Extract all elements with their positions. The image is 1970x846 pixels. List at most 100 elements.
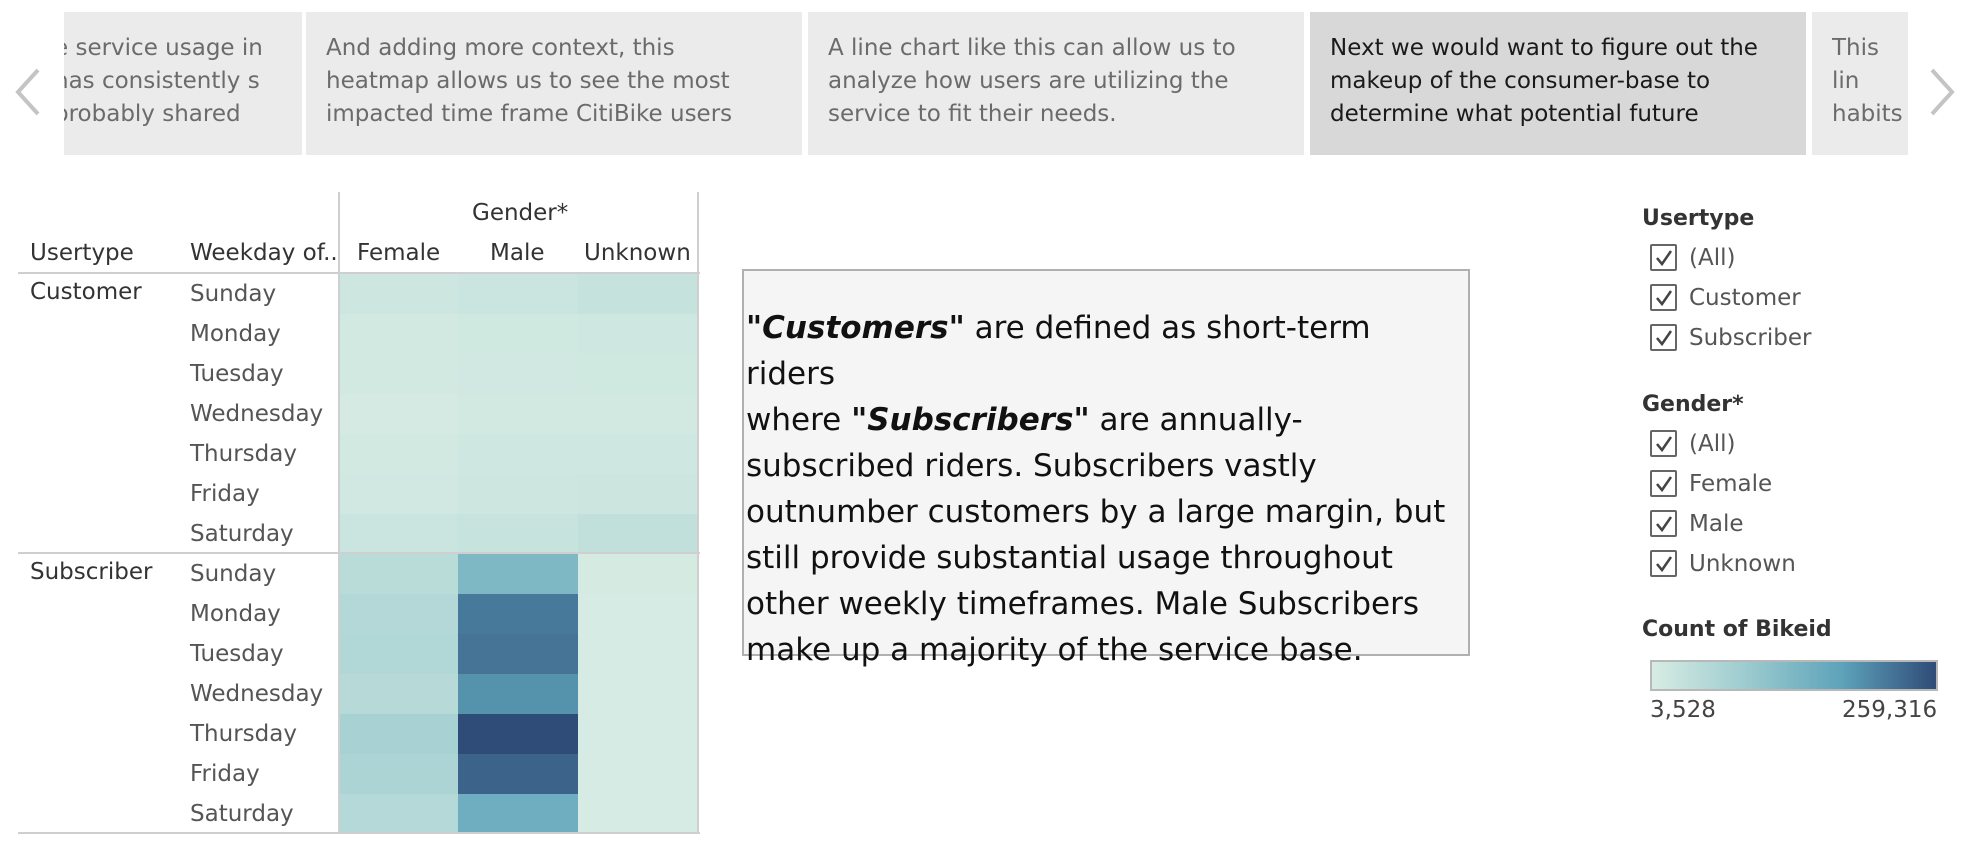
story-point-caption: This lin habits into ho [1832, 35, 1902, 127]
heatmap-cell[interactable] [340, 514, 458, 554]
heatmap-cell[interactable] [340, 794, 458, 834]
usertype-filter-title: Usertype [1642, 206, 1755, 231]
note-line2: are annually-subscribed [746, 402, 1303, 484]
story-point[interactable]: And adding more context, this heatmap al… [306, 12, 802, 155]
heatmap-cell[interactable] [340, 394, 458, 434]
heatmap-cell[interactable] [578, 594, 698, 634]
heatmap-cell[interactable] [340, 674, 458, 714]
weekday-label: Wednesday [190, 401, 324, 427]
weekday-label: Thursday [190, 441, 297, 467]
heatmap-cell[interactable] [340, 274, 458, 314]
next-story-point-button[interactable] [1922, 62, 1962, 122]
story-point[interactable]: A line chart like this can allow us to a… [808, 12, 1304, 155]
filter-option-label: Male [1689, 510, 1744, 537]
color-legend-min: 3,528 [1650, 697, 1716, 723]
heatmap-cell[interactable] [578, 754, 698, 794]
heatmap-cell[interactable] [458, 474, 578, 514]
checkbox-checked-icon[interactable] [1650, 510, 1677, 537]
note-line2-prefix: where [746, 402, 852, 438]
chevron-left-icon [15, 68, 40, 116]
heatmap-cell[interactable] [578, 674, 698, 714]
weekday-label: Tuesday [190, 641, 284, 667]
filter-option-label: (All) [1689, 430, 1736, 457]
heatmap-cell[interactable] [578, 314, 698, 354]
story-point[interactable]: e service usage in has consistently s pr… [64, 12, 302, 155]
story-point-caption: A line chart like this can allow us to a… [828, 35, 1236, 127]
weekday-label: Friday [190, 761, 260, 787]
note-body: riders. Subscribers vastly outnumber cus… [746, 448, 1446, 668]
heatmap-cell[interactable] [458, 794, 578, 834]
gender-filter-option[interactable]: (All) [1650, 430, 1735, 457]
heatmap-cell[interactable] [340, 314, 458, 354]
heatmap-cell[interactable] [578, 634, 698, 674]
table-gridline [18, 832, 700, 834]
checkbox-checked-icon[interactable] [1650, 324, 1677, 351]
heatmap-cell[interactable] [340, 634, 458, 674]
weekday-label: Tuesday [190, 361, 284, 387]
gender-filter-option[interactable]: Female [1650, 470, 1772, 497]
filter-option-label: Customer [1689, 284, 1801, 311]
color-legend-gradient [1650, 660, 1938, 691]
checkbox-checked-icon[interactable] [1650, 284, 1677, 311]
usertype-filter-option[interactable]: Customer [1650, 284, 1801, 311]
heatmap-cell[interactable] [578, 554, 698, 594]
heatmap-cell[interactable] [340, 434, 458, 474]
usertype-filter-option[interactable]: Subscriber [1650, 324, 1811, 351]
heatmap-cell[interactable] [578, 274, 698, 314]
table-gridline [18, 272, 700, 274]
heatmap-cell[interactable] [578, 434, 698, 474]
heatmap-cell[interactable] [340, 354, 458, 394]
heatmap-cell[interactable] [340, 594, 458, 634]
table-gridline [338, 192, 340, 834]
filter-option-label: Subscriber [1689, 324, 1812, 351]
filter-option-label: Unknown [1689, 550, 1796, 577]
heatmap-cell[interactable] [458, 554, 578, 594]
heatmap-cell[interactable] [458, 754, 578, 794]
heatmap-cell[interactable] [340, 554, 458, 594]
weekday-label: Saturday [190, 521, 294, 547]
heatmap-cell[interactable] [458, 714, 578, 754]
heatmap-cell[interactable] [458, 314, 578, 354]
checkbox-checked-icon[interactable] [1650, 550, 1677, 577]
checkbox-checked-icon[interactable] [1650, 430, 1677, 457]
story-point-active[interactable]: Next we would want to figure out the mak… [1310, 12, 1806, 155]
heatmap-cell[interactable] [340, 754, 458, 794]
weekday-label: Monday [190, 601, 281, 627]
checkbox-checked-icon[interactable] [1650, 244, 1677, 271]
table-gridline [18, 552, 700, 554]
heatmap-cell[interactable] [578, 514, 698, 554]
heatmap-cell[interactable] [578, 394, 698, 434]
story-point[interactable]: This lin habits into ho [1812, 12, 1908, 155]
usertype-filter-option[interactable]: (All) [1650, 244, 1735, 271]
column-header-unknown: Unknown [584, 240, 691, 266]
previous-story-point-button[interactable] [8, 62, 48, 122]
heatmap-cell[interactable] [340, 474, 458, 514]
note-line1: are defined as short-term riders [746, 310, 1371, 392]
heatmap-cell[interactable] [578, 474, 698, 514]
table-gridline [697, 192, 699, 834]
gender-filter-option[interactable]: Unknown [1650, 550, 1796, 577]
heatmap-cell[interactable] [458, 594, 578, 634]
weekday-label: Monday [190, 321, 281, 347]
story-point-track: e service usage in has consistently s pr… [64, 12, 1908, 155]
checkbox-checked-icon[interactable] [1650, 470, 1677, 497]
subscribers-term: "Subscribers" [851, 402, 1090, 438]
chevron-right-icon [1930, 68, 1955, 116]
color-legend-max: 259,316 [1842, 697, 1938, 723]
filter-option-label: (All) [1689, 244, 1736, 271]
heatmap-cell[interactable] [458, 674, 578, 714]
heatmap-cell[interactable] [458, 274, 578, 314]
heatmap-cell[interactable] [578, 354, 698, 394]
heatmap-cell[interactable] [458, 394, 578, 434]
heatmap-cell[interactable] [458, 354, 578, 394]
column-header-male: Male [490, 240, 545, 266]
story-point-caption: And adding more context, this heatmap al… [326, 35, 733, 127]
annotation-textbox: "Customers" are defined as short-term ri… [742, 269, 1470, 668]
gender-filter-option[interactable]: Male [1650, 510, 1743, 537]
heatmap-cell[interactable] [458, 634, 578, 674]
heatmap-cell[interactable] [340, 714, 458, 754]
heatmap-cell[interactable] [578, 714, 698, 754]
heatmap-cell[interactable] [578, 794, 698, 834]
heatmap-cell[interactable] [458, 434, 578, 474]
heatmap-cell[interactable] [458, 514, 578, 554]
